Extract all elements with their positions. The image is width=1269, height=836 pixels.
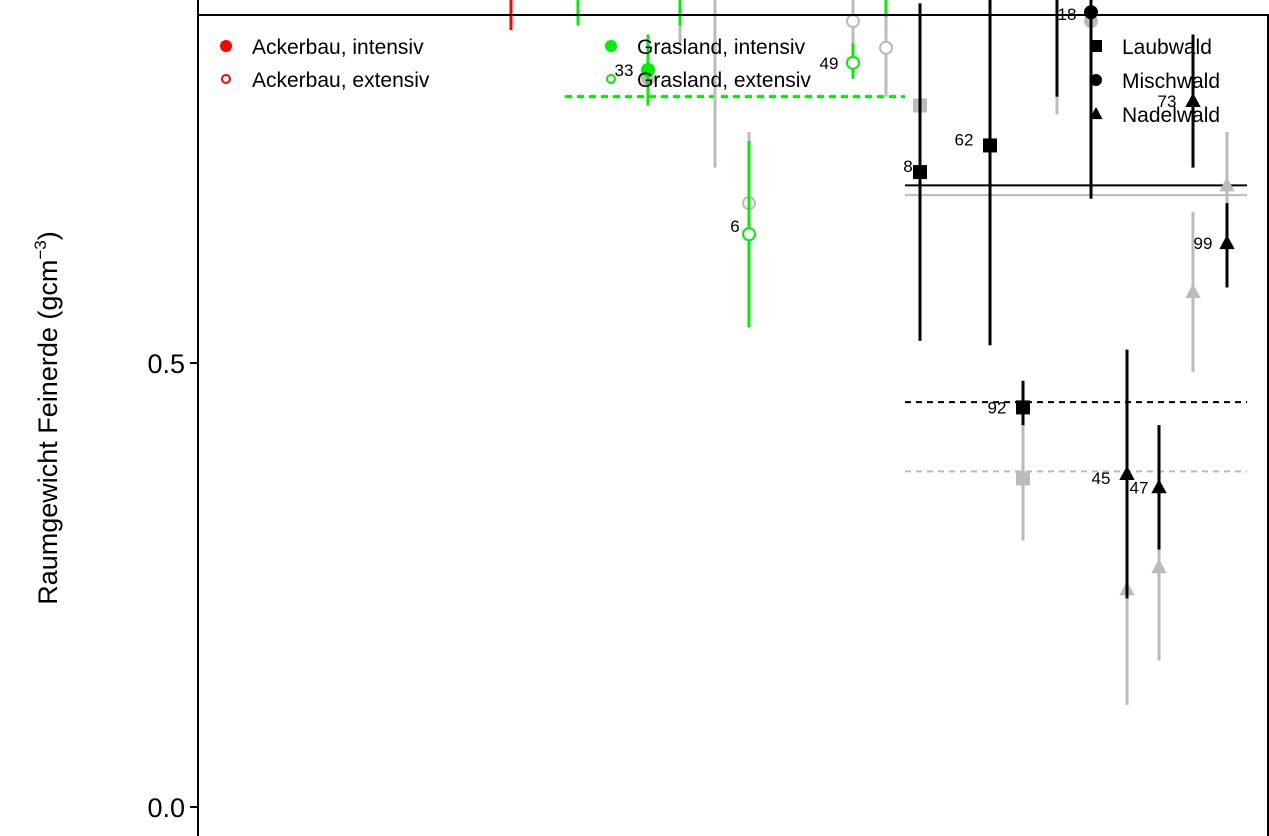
reference-lines (565, 95, 1247, 473)
comparison-point (1016, 471, 1030, 486)
comparison-point (1219, 177, 1235, 192)
legend-label: Grasland, extensiv (637, 69, 811, 92)
legend-label: Laubwald (1122, 36, 1212, 59)
comparison-point (846, 14, 860, 29)
data-point (1219, 234, 1235, 250)
comparison-point (1185, 283, 1201, 298)
point-label: 45 (1092, 469, 1111, 488)
point-label: 49 (820, 54, 839, 73)
legend-marker (1089, 106, 1103, 120)
legend-marker (606, 74, 616, 84)
data-point (1084, 5, 1098, 20)
y-tick-label: 0.5 (147, 349, 185, 379)
legend-marker (1090, 40, 1102, 52)
legend-label: Mischwald (1122, 70, 1220, 93)
legend-label: Nadelwald (1122, 104, 1220, 127)
comparison-point (1151, 558, 1167, 574)
point-label: 33 (615, 61, 634, 80)
point-label: 73 (1158, 92, 1177, 111)
data-point (983, 138, 997, 153)
legend-label: Grasland, intensiv (637, 36, 806, 59)
data-point (913, 165, 927, 180)
point-label: 6 (730, 217, 739, 236)
y-axis-label: Raumgewicht Feinerde (gcm−3) (31, 231, 63, 605)
legend-label: Ackerbau, intensiv (252, 36, 424, 59)
y-tick-label: 0.0 (147, 793, 185, 823)
y-axis-label-close: ) (33, 231, 63, 240)
legend-marker (1090, 74, 1102, 86)
y-axis-label-text: Raumgewicht Feinerde (gcm (33, 260, 63, 605)
point-label: 62 (955, 130, 974, 149)
data-point (1151, 479, 1167, 494)
legend-marker (605, 40, 617, 52)
y-axis-label-superscript: −3 (31, 240, 50, 259)
data-point (1119, 465, 1135, 480)
data-point (1016, 400, 1030, 415)
point-label: 8 (903, 157, 912, 176)
data-point (641, 62, 655, 77)
legend-marker (221, 74, 231, 84)
legend: Ackerbau, intensiv Ackerbau, extensiv Gras… (220, 36, 1220, 127)
point-label: 92 (988, 398, 1007, 417)
comparison-point (879, 40, 893, 55)
legend-marker (220, 40, 232, 52)
point-label: 99 (1194, 234, 1213, 253)
point-label: 47 (1130, 478, 1149, 497)
data-point (742, 227, 756, 242)
legend-label: Ackerbau, extensiv (252, 69, 430, 92)
data-point (846, 55, 860, 70)
data-point (1185, 92, 1201, 108)
comparison-series (641, 0, 1235, 705)
plot-frame (197, 14, 1269, 836)
point-labels: 2546549510228635877371303335596374149708… (615, 5, 1213, 497)
